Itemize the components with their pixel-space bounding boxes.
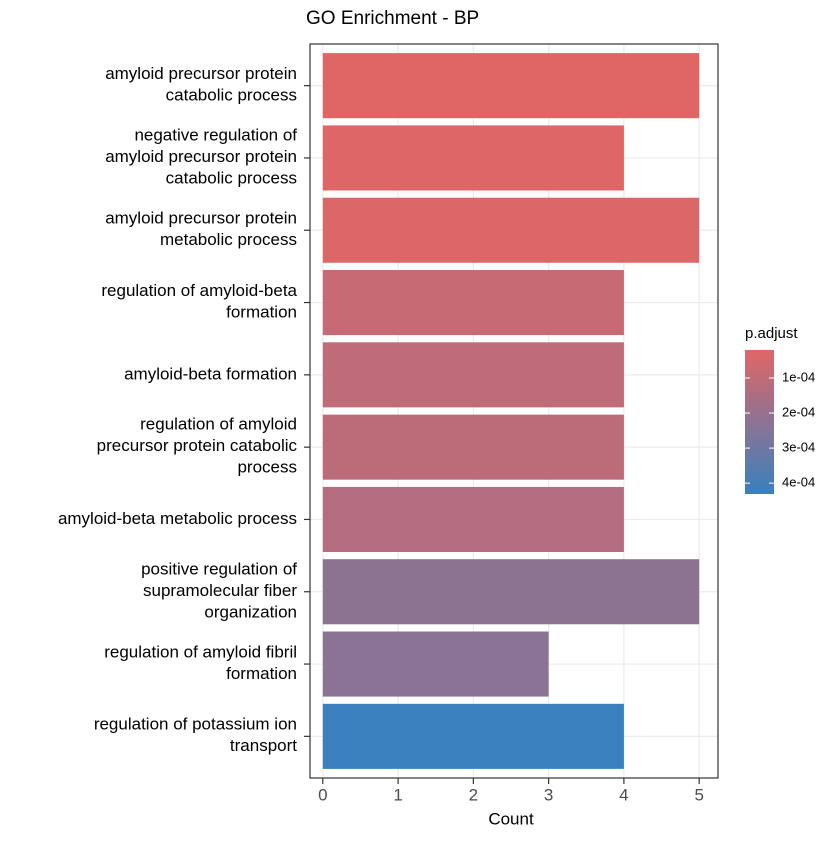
y-tick-label: positive regulation of supramolecular fib… [141,560,297,622]
chart-title: GO Enrichment - BP [306,8,479,29]
x-tick-label: 2 [469,785,478,804]
x-axis-title: Count [488,809,534,828]
x-tick-label: 0 [318,785,327,804]
colorbar-label: 3e-04 [782,440,815,455]
colorbar-label: 4e-04 [782,475,815,490]
y-tick-label: amyloid precursor protein metabolic proce… [105,209,297,250]
y-tick-label: regulation of potassium ion transport [94,715,297,756]
bar [322,703,624,769]
colorbar [745,350,774,494]
y-tick-label: regulation of amyloid precursor protein c… [97,415,298,477]
y-tick-label: negative regulation of amyloid precursor … [105,126,297,188]
colorbar-label: 2e-04 [782,405,815,420]
x-tick-label: 4 [619,785,628,804]
y-tick-label: amyloid-beta metabolic process [58,509,297,528]
colorbar-label: 1e-04 [782,369,815,384]
y-tick-label: amyloid-beta formation [124,364,297,383]
x-tick-label: 5 [694,785,703,804]
bar [322,631,549,697]
bar [322,53,700,119]
bar [322,559,700,625]
bar [322,125,624,191]
x-tick-label: 3 [544,785,553,804]
legend-title: p.adjust [745,325,798,342]
bar [322,270,624,336]
bar [322,414,624,480]
bar [322,342,624,408]
bar [322,486,624,552]
y-tick-label: amyloid precursor protein catabolic proce… [105,64,297,105]
plot-border [309,43,719,779]
y-tick-label: regulation of amyloid-beta formation [101,281,297,322]
y-tick-label: regulation of amyloid fibril formation [104,643,297,684]
x-tick-label: 1 [393,785,402,804]
bar [322,197,700,263]
